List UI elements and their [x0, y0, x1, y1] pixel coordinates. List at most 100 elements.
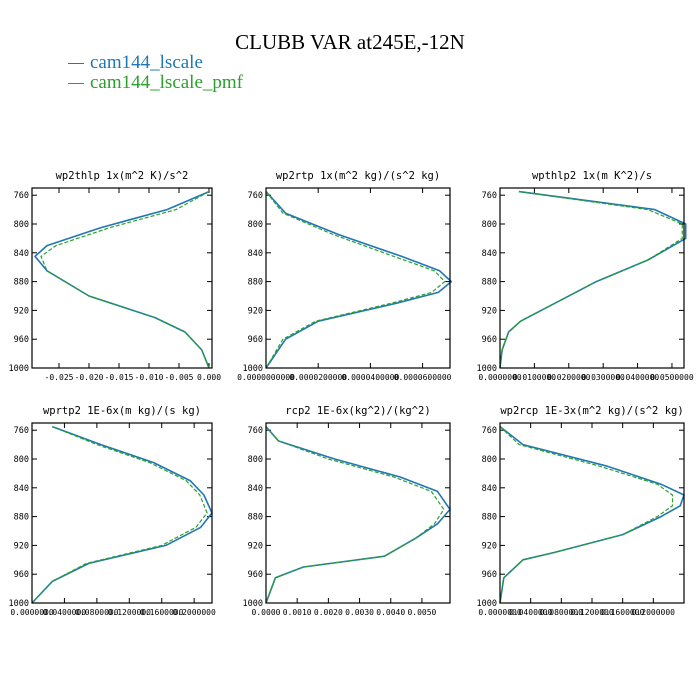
x-tick-label: 0.0000600000	[394, 373, 452, 382]
y-tick-label: 760	[248, 426, 263, 436]
subplot-1: wp2thlp 1x(m^2 K)/s^2 760 800 840 880 920 960 1…	[9, 170, 222, 382]
x-tick-label: 0.1600000	[140, 608, 184, 617]
x-tick-label: 0.0200000	[547, 373, 591, 382]
y-tick-label: 1000	[477, 364, 497, 374]
y-tick-label: 800	[14, 455, 29, 465]
plot-frame	[499, 422, 685, 604]
y-tick-label: 800	[248, 220, 263, 230]
series-line-lscale-pmf	[265, 426, 445, 604]
y-tick-label: 760	[14, 191, 29, 201]
x-tick-label: 0.2000000	[632, 608, 676, 617]
series-line-lscale	[265, 426, 451, 604]
x-tick-label: 0.0100000	[513, 373, 557, 382]
chart-title: CLUBB VAR at245E,-12N	[235, 30, 465, 54]
x-tick-label: 0.0030	[345, 608, 374, 617]
y-tick-label: 840	[248, 484, 263, 494]
x-tick-label: -0.015	[105, 373, 134, 382]
subplot-4: wprtp2 1E-6x(m kg)/(s kg) 760 800 840 880 920…	[9, 405, 216, 617]
x-tick-label: 0.0040	[376, 608, 405, 617]
x-tick-label: 0.0010	[283, 608, 312, 617]
y-tick-label: 920	[14, 306, 29, 316]
y-tick-label: 1000	[9, 599, 29, 609]
legend-entry-lscale: cam144_lscale	[68, 52, 468, 74]
x-tick-label: 0.0800000	[540, 608, 584, 617]
legend-line-icon	[68, 83, 84, 85]
y-tick-label: 880	[14, 278, 29, 288]
y-tick-label: 920	[482, 306, 497, 316]
series-line-lscale-pmf	[31, 426, 208, 604]
y-tick-label: 1000	[243, 599, 263, 609]
series-line-lscale	[499, 190, 687, 369]
series-line-lscale-pmf	[499, 426, 674, 604]
x-tick-label: 0.000	[197, 373, 221, 382]
y-tick-label: 960	[14, 335, 29, 345]
subplot-title: wp2rcp 1E-3x(m^2 kg)/(s^2 kg)	[500, 405, 683, 417]
legend-label: cam144_lscale_pmf	[90, 72, 244, 93]
x-tick-label: 0.0000000	[478, 373, 522, 382]
x-tick-label: -0.005	[165, 373, 194, 382]
x-tick-label: 0.0020	[314, 608, 343, 617]
x-tick-label: 0.1200000	[570, 608, 614, 617]
legend-label: cam144_lscale	[90, 52, 203, 73]
y-tick-label: 800	[482, 220, 497, 230]
y-tick-label: 800	[14, 220, 29, 230]
y-tick-label: 960	[248, 335, 263, 345]
y-tick-label: 760	[248, 191, 263, 201]
y-tick-label: 1000	[9, 364, 29, 374]
x-tick-label: 0.0400000	[616, 373, 660, 382]
series-line-lscale-pmf	[40, 191, 210, 369]
y-tick-label: 960	[14, 570, 29, 580]
x-tick-label: 0.1200000	[108, 608, 152, 617]
subplot-2: wp2rtp 1x(m^2 kg)/(s^2 kg) 760 800 840 880 92…	[237, 170, 453, 382]
series-line-lscale-pmf	[499, 191, 683, 369]
y-tick-label: 1000	[243, 364, 263, 374]
y-tick-label: 840	[482, 484, 497, 494]
y-tick-label: 760	[482, 191, 497, 201]
subplot-title: wp2thlp 1x(m^2 K)/s^2	[56, 170, 189, 182]
x-tick-label: 0.0000	[252, 608, 281, 617]
y-tick-label: 800	[482, 455, 497, 465]
y-tick-label: 960	[482, 570, 497, 580]
subplot-title: rcp2 1E-6x(kg^2)/(kg^2)	[285, 405, 430, 417]
x-tick-label: -0.025	[45, 373, 74, 382]
plot-frame	[265, 187, 451, 369]
x-tick-label: 0.0000000000	[237, 373, 295, 382]
plot-frame	[31, 187, 213, 369]
y-tick-label: 840	[482, 249, 497, 259]
y-tick-label: 840	[248, 249, 263, 259]
plot-frame	[265, 422, 451, 604]
x-tick-label: 0.1600000	[601, 608, 645, 617]
series-line-lscale	[499, 425, 685, 604]
x-tick-label: -0.020	[75, 373, 104, 382]
x-tick-label: 0.0800000	[75, 608, 119, 617]
subplot-title: wp2rtp 1x(m^2 kg)/(s^2 kg)	[276, 170, 440, 182]
legend-line-icon	[68, 63, 84, 65]
x-tick-label: 0.0400000	[43, 608, 87, 617]
y-tick-label: 880	[482, 278, 497, 288]
series-line-lscale-pmf	[265, 191, 446, 369]
plot-frame	[499, 187, 685, 369]
y-tick-label: 920	[14, 541, 29, 551]
x-tick-label: 0.0050	[407, 608, 436, 617]
x-tick-label: 0.0000000	[478, 608, 522, 617]
x-tick-label: 0.2000000	[172, 608, 216, 617]
y-tick-label: 1000	[477, 599, 497, 609]
y-tick-label: 920	[482, 541, 497, 551]
y-tick-label: 840	[14, 249, 29, 259]
x-tick-label: -0.010	[135, 373, 164, 382]
subplot-6: wp2rcp 1E-3x(m^2 kg)/(s^2 kg)760 800 840 88…	[477, 405, 685, 617]
y-tick-label: 880	[482, 513, 497, 523]
series-line-lscale	[265, 191, 453, 369]
y-tick-label: 920	[248, 306, 263, 316]
y-tick-label: 760	[14, 426, 29, 436]
y-tick-label: 960	[482, 335, 497, 345]
x-tick-label: 0.0300000	[581, 373, 625, 382]
x-tick-label: 0.0000000	[10, 608, 54, 617]
x-tick-label: 0.0000200000	[289, 373, 347, 382]
y-tick-label: 840	[14, 484, 29, 494]
x-tick-label: 0.0000400000	[341, 373, 399, 382]
x-tick-label: 0.0500000	[650, 373, 694, 382]
plot-frame	[31, 422, 213, 604]
y-tick-label: 800	[248, 455, 263, 465]
